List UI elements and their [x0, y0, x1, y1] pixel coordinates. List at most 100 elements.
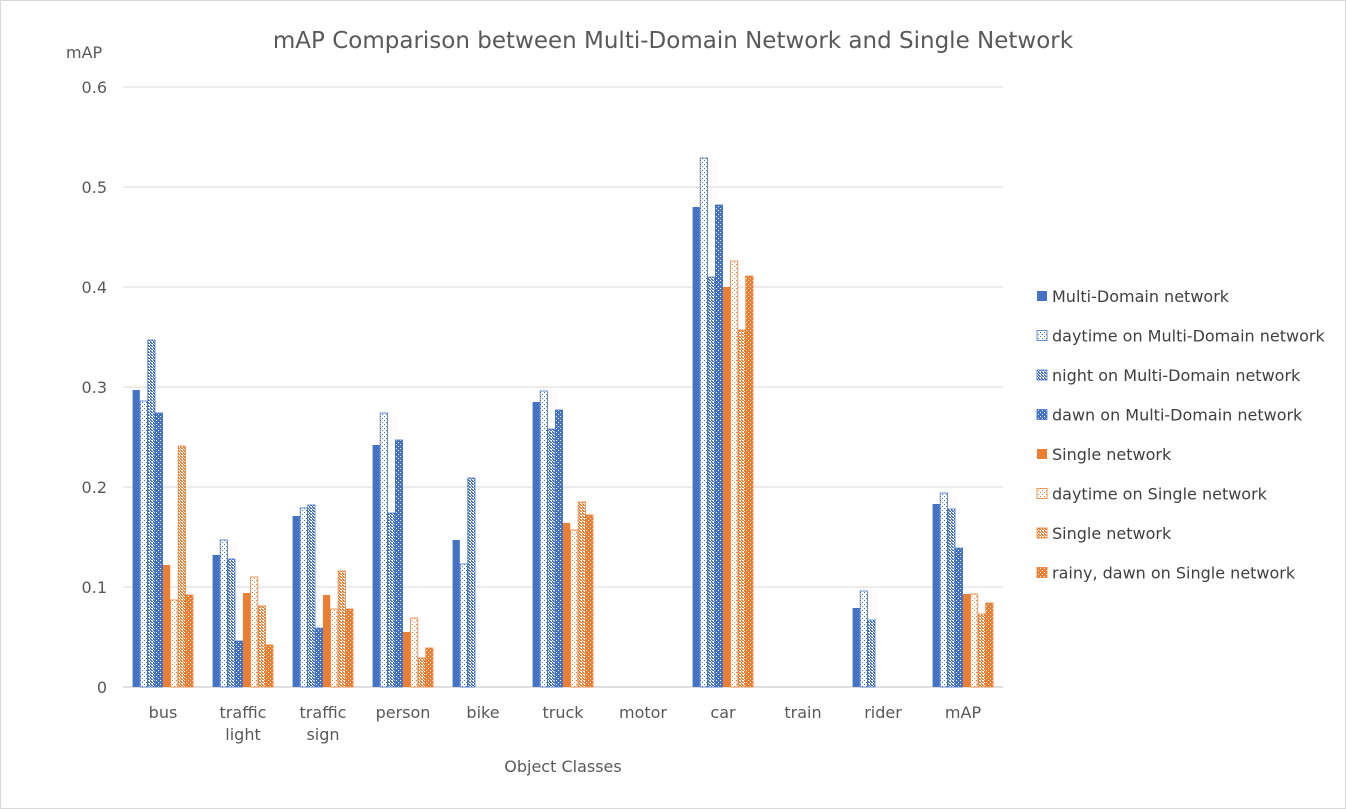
bar — [737, 329, 746, 688]
bar — [555, 409, 564, 688]
bar — [963, 594, 971, 687]
x-tick-label: motor — [619, 703, 667, 722]
legend-swatch — [1036, 369, 1048, 381]
bar — [147, 339, 156, 688]
x-tick-label: bike — [466, 703, 499, 722]
bar — [730, 260, 739, 688]
x-tick-label: mAP — [945, 703, 982, 722]
y-tick-label: 0.2 — [82, 478, 107, 497]
bar — [372, 445, 380, 687]
bar — [250, 576, 259, 688]
bar — [723, 287, 731, 687]
bar — [977, 613, 986, 688]
bar — [577, 501, 586, 688]
bar — [243, 593, 251, 687]
x-tick-label: rider — [864, 703, 902, 722]
bar — [379, 412, 388, 688]
legend-label: rainy, dawn on Single network — [1052, 564, 1296, 583]
bar — [852, 608, 860, 687]
bar — [227, 558, 236, 688]
bar — [170, 599, 179, 688]
bar — [403, 632, 411, 687]
x-tick-label: bus — [149, 703, 178, 722]
bar — [185, 594, 194, 688]
legend-label: Multi-Domain network — [1052, 287, 1230, 306]
bar — [410, 617, 419, 688]
bar — [394, 439, 403, 688]
bar — [299, 507, 308, 688]
bar — [539, 390, 548, 688]
bar — [563, 523, 571, 687]
bar — [417, 657, 426, 688]
y-tick-label: 0 — [97, 678, 107, 697]
legend-swatch — [1036, 330, 1048, 341]
bar — [947, 508, 956, 688]
chart-title: mAP Comparison between Multi-Domain Netw… — [273, 28, 1074, 54]
legend-label: night on Multi-Domain network — [1052, 366, 1301, 385]
bar — [707, 276, 716, 688]
legend-swatch — [1037, 449, 1047, 459]
legend-label: daytime on Multi-Domain network — [1052, 327, 1325, 346]
bar — [939, 492, 948, 688]
bar — [323, 595, 331, 687]
bar — [292, 516, 300, 687]
y-tick-labels: 0 0.1 0.2 0.3 0.4 0.5 0.6 — [82, 78, 107, 697]
bar — [307, 504, 316, 688]
y-tick-label: 0.5 — [82, 178, 107, 197]
legend: Multi-Domain network daytime on Multi-Dom… — [1036, 287, 1325, 583]
bar — [139, 400, 148, 688]
legend-swatch — [1036, 527, 1048, 539]
y-axis-label: mAP — [66, 43, 103, 62]
x-tick-label: truck — [542, 703, 584, 722]
bar — [459, 563, 468, 688]
bar — [745, 275, 754, 688]
y-tick-label: 0.4 — [82, 278, 107, 297]
bar — [330, 608, 339, 688]
bar — [387, 512, 396, 688]
legend-swatch — [1036, 567, 1048, 578]
bar — [234, 640, 243, 688]
legend-label: Single network — [1052, 524, 1172, 543]
bar — [467, 477, 476, 688]
bar — [970, 593, 979, 688]
x-tick-labels: bus traffic light traffic sign person bike truc… — [149, 703, 982, 744]
bar — [585, 514, 594, 688]
bar — [257, 605, 266, 688]
bar — [570, 529, 579, 688]
y-tick-label: 0.3 — [82, 378, 107, 397]
bar — [163, 565, 171, 687]
legend-label: dawn on Multi-Domain network — [1052, 406, 1303, 425]
bar — [692, 207, 700, 687]
bar — [715, 204, 724, 688]
bar — [212, 555, 220, 687]
legend-label: daytime on Single network — [1052, 485, 1268, 504]
y-tick-label: 0.1 — [82, 578, 107, 597]
bar — [337, 570, 346, 688]
x-tick-label: traffic light — [220, 703, 267, 744]
bars — [132, 157, 994, 688]
bar — [699, 157, 708, 688]
bar — [867, 619, 876, 688]
bar — [154, 412, 163, 688]
bar — [547, 428, 556, 688]
bar — [177, 445, 186, 688]
legend-label: Single network — [1052, 445, 1172, 464]
bar — [132, 390, 140, 687]
bar — [314, 627, 323, 688]
bar — [532, 402, 540, 687]
bar — [985, 602, 994, 688]
legend-swatch — [1036, 488, 1048, 499]
bar — [452, 540, 460, 687]
bar — [955, 547, 964, 688]
x-tick-label: car — [710, 703, 736, 722]
x-tick-label: person — [376, 703, 431, 722]
x-tick-label: traffic sign — [300, 703, 347, 744]
legend-swatch — [1036, 409, 1048, 420]
bar — [425, 647, 434, 688]
bar — [219, 539, 228, 688]
y-tick-label: 0.6 — [82, 78, 107, 97]
bar — [265, 644, 274, 688]
bar — [932, 504, 940, 687]
bar — [859, 590, 868, 688]
